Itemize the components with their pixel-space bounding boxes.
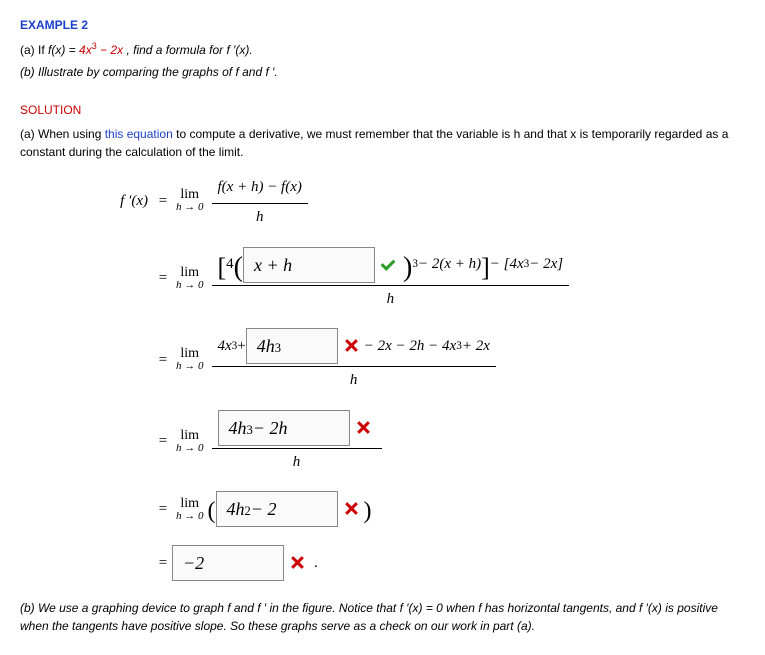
answer-box-2[interactable]: 4h3 (246, 328, 338, 364)
limit-2: lim h → 0 (172, 266, 208, 291)
derivation-block: f ′(x) = lim h → 0 f(x + h) − f(x) h = l… (90, 173, 745, 581)
answer-box-3[interactable]: 4h3 − 2h (218, 410, 350, 446)
frac3-den: h (350, 367, 358, 392)
frac3-num: 4x3 + 4h3 − 2x − 2h − 4x3 + 2x (212, 328, 496, 367)
part-a-prefix: (a) If (20, 43, 48, 57)
derivation-row-6: = −2 . (90, 545, 745, 581)
frac1-num: f(x + h) − f(x) (212, 173, 308, 204)
solution-a-text: (a) When using this equation to compute … (20, 125, 745, 161)
sol-a-1: (a) When using (20, 127, 105, 141)
part-a-suffix: , find a formula for f ′(x). (126, 43, 252, 57)
derivation-row-5: = lim h → 0 ( 4h2 − 2 ) (90, 491, 745, 527)
derivation-row-4: = lim h → 0 4h3 − 2h h (90, 410, 745, 474)
frac2-den: h (387, 286, 395, 311)
derivation-row-3: = lim h → 0 4x3 + 4h3 − 2x − 2h − 4x3 + … (90, 328, 745, 392)
equals-3: = (154, 349, 172, 372)
equals-6: = (154, 552, 172, 575)
part-b-question: (b) Illustrate by comparing the graphs o… (20, 63, 745, 81)
frac1-den: h (256, 204, 264, 229)
frac-2: [ 4 ( x + h )3 − 2(x + h) ] − [4x3 − 2x]… (212, 247, 570, 311)
part-a-question: (a) If f(x) = 4x3 − 2x , find a formula … (20, 40, 745, 59)
cross-icon-3 (344, 502, 358, 516)
cross-icon-4 (290, 556, 304, 570)
example-header: EXAMPLE 2 (20, 16, 745, 34)
frac4-num: 4h3 − 2h (212, 410, 382, 449)
equals-5: = (154, 498, 172, 521)
limit-1: lim h → 0 (172, 188, 208, 213)
fprime-label: f ′(x) (90, 190, 154, 213)
frac4-den: h (293, 449, 301, 474)
solution-header: SOLUTION (20, 101, 745, 119)
part-b-sol-text: (b) We use a graphing device to graph f … (20, 601, 718, 633)
derivation-row-2: = lim h → 0 [ 4 ( x + h )3 − 2(x + h) ] … (90, 247, 745, 311)
limit-4: lim h → 0 (172, 429, 208, 454)
cross-icon-2 (356, 421, 370, 435)
frac-1: f(x + h) − f(x) h (212, 173, 308, 229)
answer-box-1[interactable]: x + h (243, 247, 375, 283)
part-b-solution: (b) We use a graphing device to graph f … (20, 599, 745, 635)
frac2-num: [ 4 ( x + h )3 − 2(x + h) ] − [4x3 − 2x] (212, 247, 570, 286)
derivation-row-1: f ′(x) = lim h → 0 f(x + h) − f(x) h (90, 173, 745, 229)
equals-1: = (154, 190, 172, 213)
equals-4: = (154, 430, 172, 453)
answer-box-5[interactable]: −2 (172, 545, 284, 581)
this-equation-link[interactable]: this equation (105, 127, 173, 141)
check-icon (381, 257, 397, 273)
final-dot: . (314, 552, 318, 575)
answer-box-4[interactable]: 4h2 − 2 (216, 491, 338, 527)
limit-5: lim h → 0 (172, 497, 208, 522)
fx-term1: 4x3 − 2x (79, 43, 123, 57)
fx-lhs: f(x) = (48, 43, 79, 57)
frac-4: 4h3 − 2h h (212, 410, 382, 474)
cross-icon-1 (344, 339, 358, 353)
limit-3: lim h → 0 (172, 347, 208, 372)
frac-3: 4x3 + 4h3 − 2x − 2h − 4x3 + 2x h (212, 328, 496, 392)
equals-2: = (154, 267, 172, 290)
part-b-text: (b) Illustrate by comparing the graphs o… (20, 65, 278, 79)
